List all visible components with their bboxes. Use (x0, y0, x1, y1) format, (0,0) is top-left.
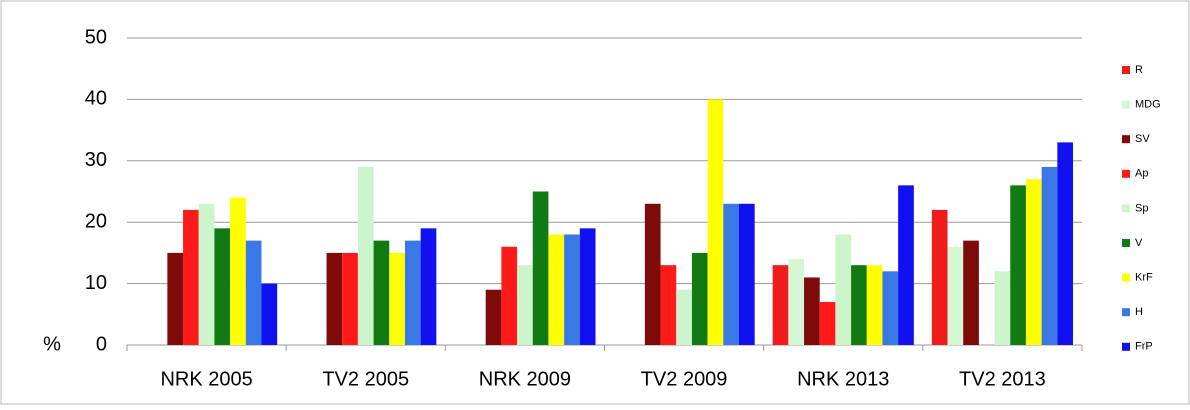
bar (707, 99, 724, 346)
bar (738, 203, 755, 345)
x-tick-label: NRK 2009 (479, 368, 571, 390)
bar (898, 185, 914, 345)
bar (1041, 166, 1058, 345)
y-tick-label: 10 (85, 272, 107, 294)
bar (804, 277, 820, 345)
bar (245, 240, 262, 345)
x-tick-label: NRK 2013 (797, 368, 889, 390)
y-axis-label: % (43, 333, 61, 355)
legend-swatch (1122, 342, 1130, 351)
bar (691, 252, 708, 345)
bar (579, 228, 596, 345)
bar (660, 265, 677, 345)
x-tick-label: TV2 2009 (641, 368, 728, 390)
bar (676, 289, 692, 345)
bar (835, 234, 852, 345)
legend-label: SV (1135, 133, 1150, 145)
bar (183, 209, 199, 345)
bar (420, 228, 437, 345)
legend-label: V (1135, 237, 1143, 249)
bar (866, 265, 883, 345)
bar (517, 265, 533, 345)
legend-swatch (1122, 308, 1130, 317)
bar (1057, 142, 1073, 345)
y-tick-label: 30 (85, 149, 107, 171)
legend-label: FrP (1135, 341, 1153, 353)
legend-swatch (1122, 66, 1130, 74)
legend-label: R (1135, 64, 1143, 76)
bar (389, 252, 405, 345)
bar (947, 246, 964, 345)
y-tick-label: 40 (85, 88, 107, 110)
legend-label: KrF (1135, 272, 1153, 284)
legend-swatch (1122, 100, 1130, 109)
bar (485, 289, 502, 345)
bar (644, 203, 661, 345)
legend-label: Ap (1135, 168, 1148, 180)
bar (1010, 185, 1026, 345)
legend-label: Sp (1135, 202, 1148, 214)
bar (167, 252, 184, 345)
bar (851, 265, 867, 345)
bar (1025, 179, 1042, 345)
legend-swatch (1122, 239, 1130, 247)
y-tick-label: 20 (85, 210, 107, 232)
bar (723, 203, 739, 345)
legend-swatch (1122, 273, 1130, 282)
x-tick-label: TV2 2005 (322, 368, 409, 390)
bar (819, 302, 836, 345)
bar (326, 252, 343, 345)
legend-swatch (1122, 204, 1130, 213)
y-tick-label: 0 (96, 333, 107, 355)
bar (230, 197, 246, 345)
bar (931, 209, 948, 345)
bar (548, 234, 565, 345)
bar (214, 228, 231, 345)
bar (373, 240, 390, 345)
bar (357, 166, 374, 345)
bar (963, 240, 979, 345)
x-tick-label: TV2 2013 (959, 368, 1046, 390)
bar (342, 252, 358, 345)
bar (994, 271, 1011, 345)
legend-swatch (1122, 135, 1130, 144)
x-tick-label: NRK 2005 (160, 368, 252, 390)
bar (788, 259, 805, 345)
legend-label: H (1135, 306, 1143, 318)
bar (404, 240, 421, 345)
legend-label: MDG (1135, 99, 1161, 111)
bar (532, 191, 549, 345)
bar (882, 271, 899, 345)
bar (501, 246, 518, 345)
bar (772, 265, 789, 345)
bar (261, 283, 278, 345)
bar (198, 203, 215, 345)
legend-swatch (1122, 169, 1130, 178)
y-tick-label: 50 (85, 26, 107, 48)
bar (564, 234, 580, 345)
